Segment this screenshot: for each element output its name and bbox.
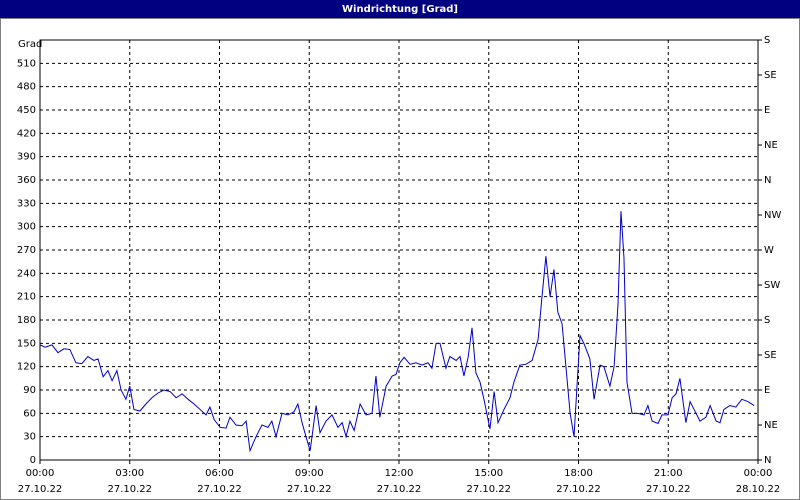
y-tick-label: 240 <box>17 268 36 279</box>
y2-tick-label: E <box>764 105 770 116</box>
y2-tick-label: W <box>764 245 774 256</box>
x-tick-label: 15:00 <box>474 468 503 479</box>
x-tick-date: 27.10.22 <box>377 484 422 495</box>
y-tick-label: 30 <box>23 432 36 443</box>
x-tick-date: 27.10.22 <box>18 484 63 495</box>
y-tick-label: 0 <box>30 455 36 466</box>
x-tick-label: 03:00 <box>115 468 144 479</box>
x-tick-date: 27.10.22 <box>107 484 152 495</box>
x-tick-date: 27.10.22 <box>556 484 601 495</box>
x-tick-label: 09:00 <box>295 468 324 479</box>
x-tick-date: 27.10.22 <box>646 484 691 495</box>
y-tick-label: 210 <box>17 292 36 303</box>
plot-border <box>39 39 759 461</box>
chart-title: Windrichtung [Grad] <box>342 4 458 15</box>
y-tick-label: 450 <box>17 105 36 116</box>
y-tick-label: 360 <box>17 175 36 186</box>
y-tick-label: 330 <box>17 198 36 209</box>
y-tick-label: 90 <box>23 385 36 396</box>
y2-tick-label: NE <box>764 140 778 151</box>
y2-tick-label: SE <box>764 70 777 81</box>
x-tick-date: 27.10.22 <box>197 484 242 495</box>
y-tick-label: 420 <box>17 128 36 139</box>
y-tick-label: 60 <box>23 408 36 419</box>
y-tick-label: 150 <box>17 338 36 349</box>
title-bar <box>0 0 800 18</box>
y2-tick-label: NW <box>764 210 781 221</box>
y-tick-label: 120 <box>17 362 36 373</box>
y-tick-label: 390 <box>17 152 36 163</box>
y-tick-label: 270 <box>17 245 36 256</box>
x-tick-label: 06:00 <box>205 468 234 479</box>
x-tick-date: 28.10.22 <box>736 484 781 495</box>
y2-tick-label: S <box>764 315 770 326</box>
y-tick-label: 180 <box>17 315 36 326</box>
y2-tick-label: S <box>764 35 770 46</box>
y2-tick-label: N <box>764 175 771 186</box>
x-tick-label: 21:00 <box>654 468 683 479</box>
x-tick-label: 00:00 <box>744 468 773 479</box>
y-tick-label: 510 <box>17 58 36 69</box>
y2-tick-label: SE <box>764 350 777 361</box>
y2-tick-label: SW <box>764 280 780 291</box>
y2-tick-label: NE <box>764 420 778 431</box>
data-line <box>39 211 755 453</box>
x-tick-date: 27.10.22 <box>287 484 332 495</box>
y-tick-label: 300 <box>17 222 36 233</box>
y2-tick-label: N <box>764 455 771 466</box>
y-tick-label: 480 <box>17 82 36 93</box>
x-tick-date: 27.10.22 <box>466 484 511 495</box>
x-tick-label: 00:00 <box>26 468 55 479</box>
y-axis-label: Grad <box>18 39 42 50</box>
x-tick-label: 12:00 <box>385 468 414 479</box>
x-tick-label: 18:00 <box>564 468 593 479</box>
y2-tick-label: E <box>764 385 770 396</box>
